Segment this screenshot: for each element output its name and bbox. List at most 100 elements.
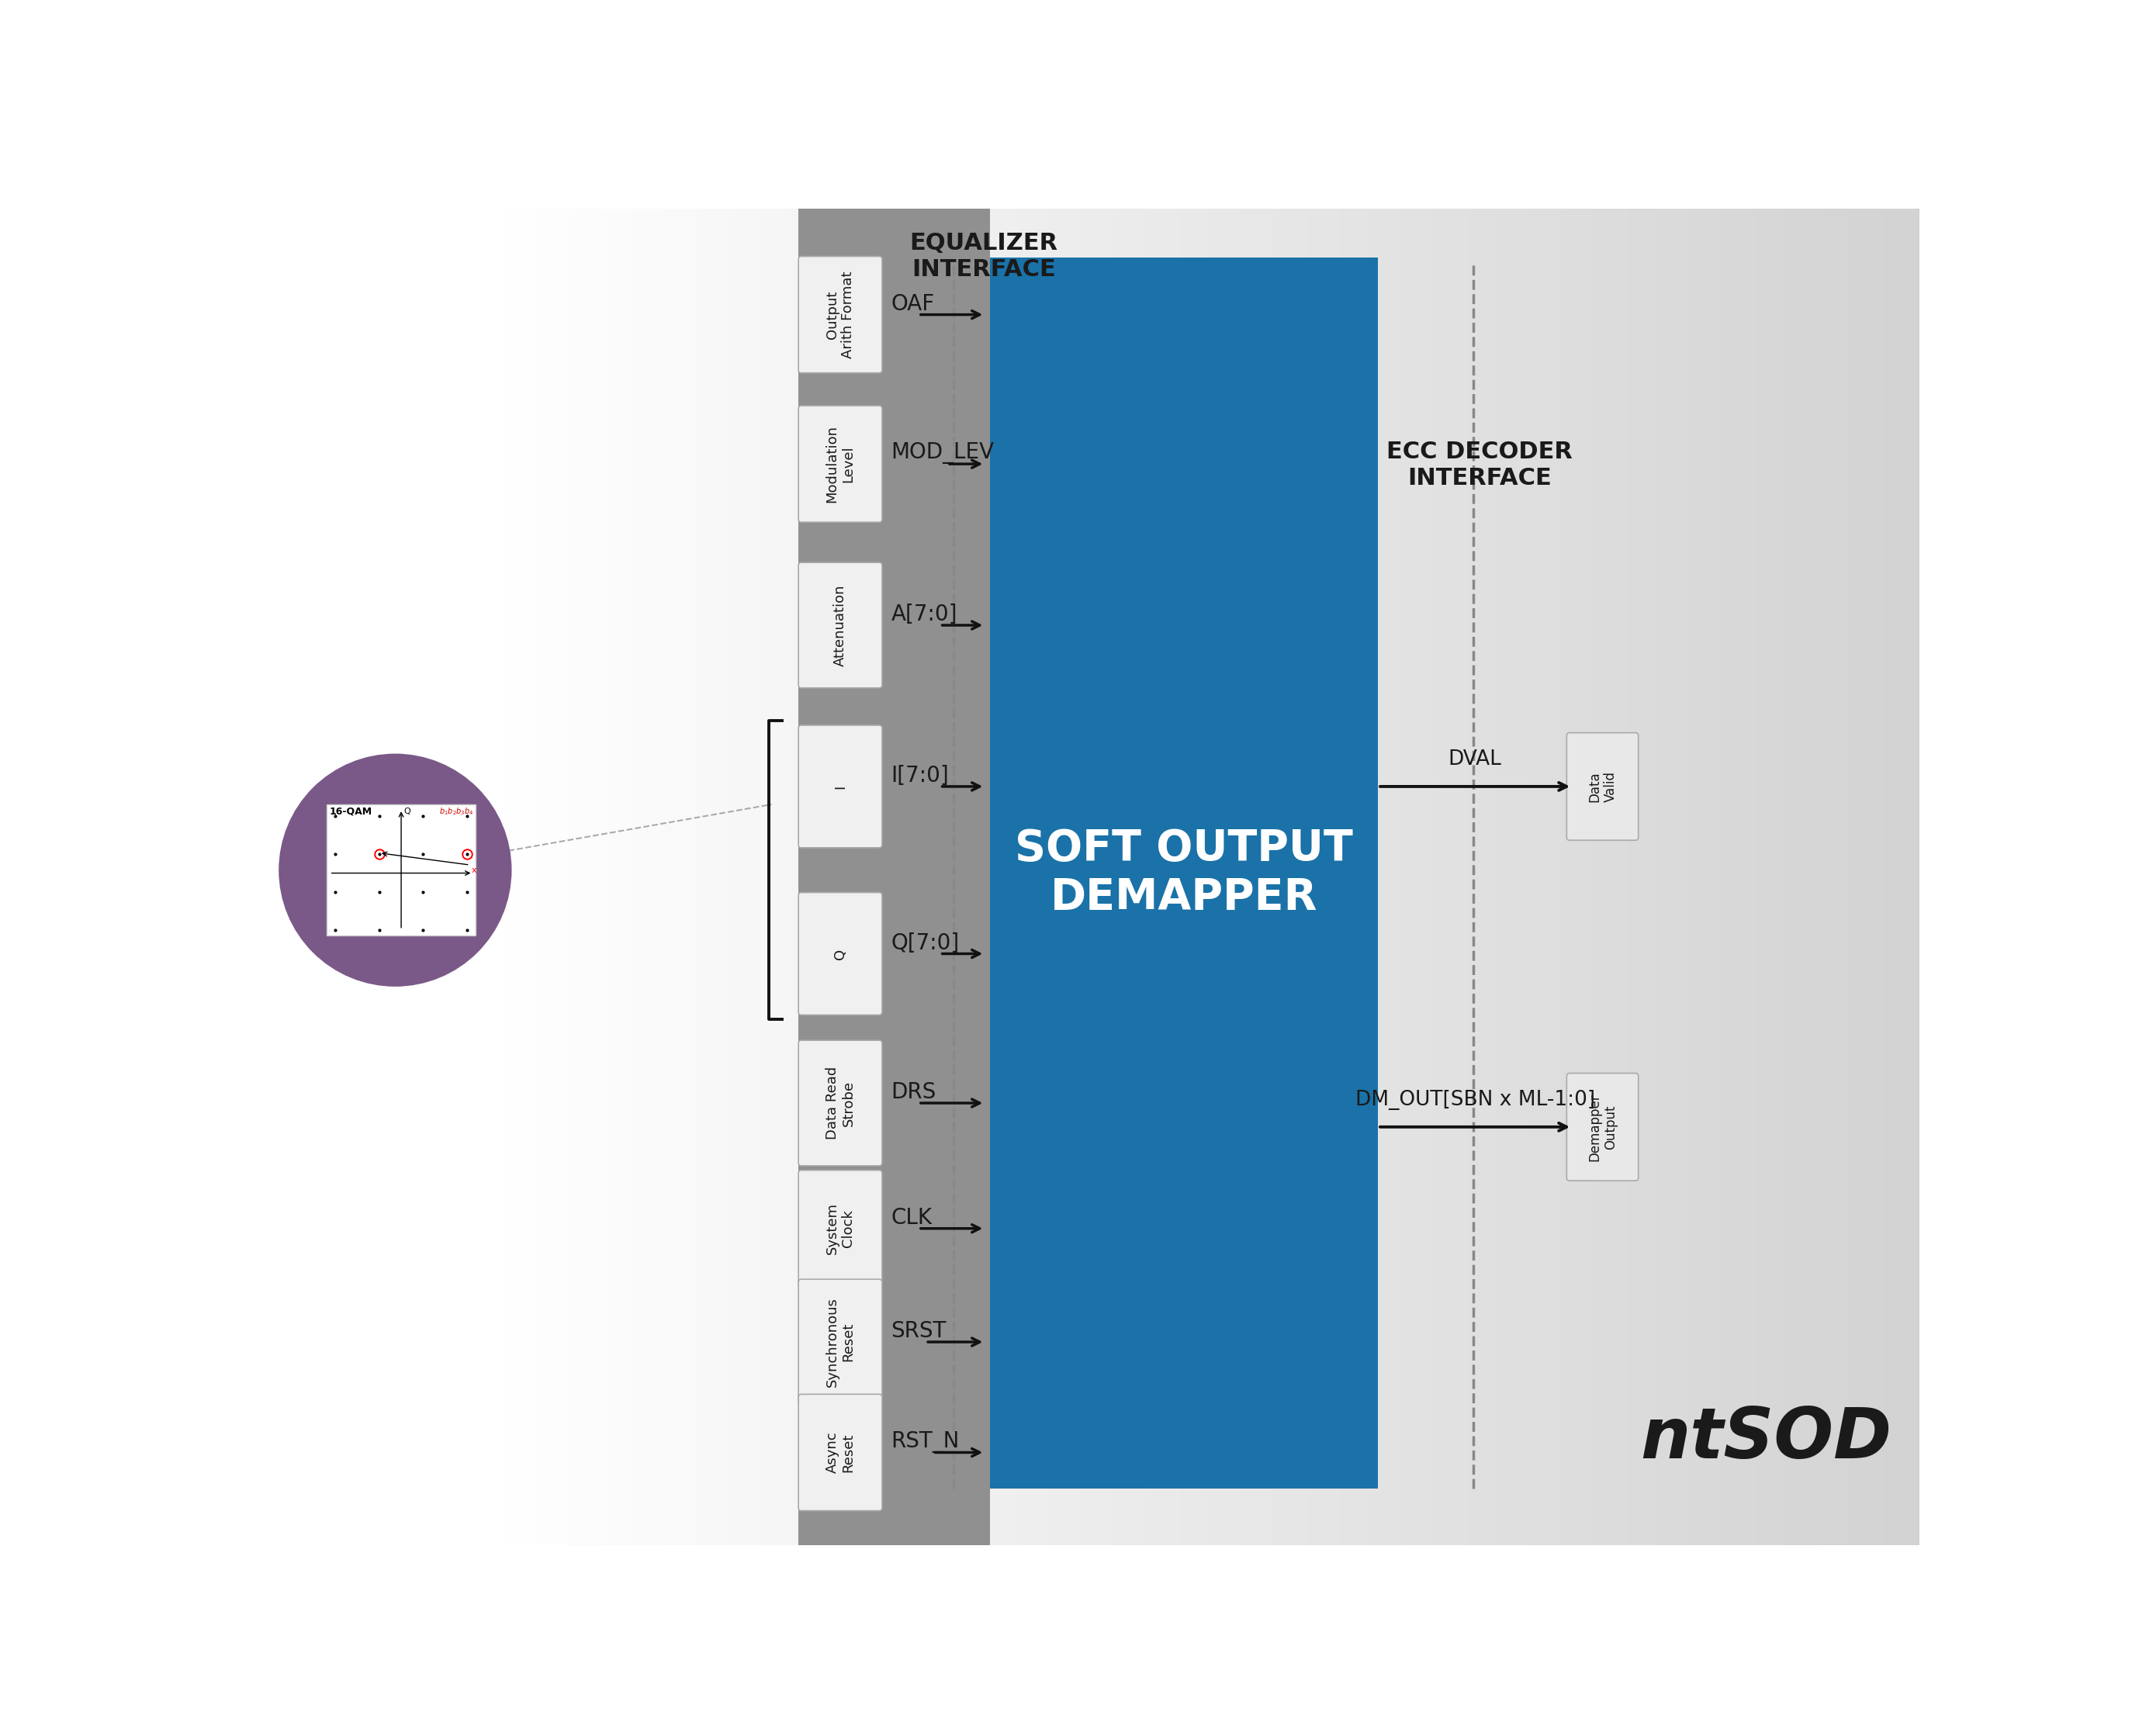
Bar [1598,208,1602,1545]
Bar [1842,208,1846,1545]
Text: x: x [473,866,477,873]
Text: A[7:0]: A[7:0] [892,604,958,625]
Bar [494,208,498,1545]
FancyBboxPatch shape [1566,1073,1638,1180]
Bar [1027,208,1031,1545]
Bar [1125,208,1129,1545]
Bar [986,208,988,1545]
Text: Q: Q [404,807,411,816]
Bar [631,208,635,1545]
Text: $b_1b_2b_3b_4$: $b_1b_2b_3b_4$ [438,806,475,818]
Bar [329,208,334,1545]
Bar [421,208,426,1545]
Text: Attenuation: Attenuation [834,585,847,667]
Bar [1161,208,1166,1545]
Bar [1850,208,1855,1545]
Bar [930,208,935,1545]
Bar [684,208,689,1545]
Bar [1628,208,1632,1545]
Text: SOFT OUTPUT
DEMAPPER: SOFT OUTPUT DEMAPPER [1014,828,1352,918]
Bar [1825,208,1829,1545]
Bar [1557,208,1561,1545]
Bar [886,208,890,1545]
Bar [1422,208,1425,1545]
Bar [1211,208,1215,1545]
Bar [659,208,663,1545]
Bar [1792,208,1797,1545]
Bar [1414,208,1418,1545]
Bar [1647,208,1651,1545]
Bar [1686,208,1690,1545]
Bar [323,208,327,1545]
Bar [573,208,578,1545]
Bar [1042,208,1046,1545]
Bar [347,208,351,1545]
Bar [1788,208,1792,1545]
Bar [1330,208,1335,1545]
Bar [434,208,436,1545]
Bar [1268,208,1273,1545]
Bar [1388,208,1392,1545]
Bar [1228,208,1232,1545]
Bar [1206,208,1211,1545]
Bar [1157,208,1161,1545]
Bar [796,208,800,1545]
Bar [836,208,841,1545]
Bar [627,208,631,1545]
Bar [1429,208,1433,1545]
Bar [1315,208,1318,1545]
Bar [560,208,565,1545]
Bar [1846,208,1850,1545]
Bar [1010,208,1014,1545]
Bar [1191,208,1196,1545]
Text: Data
Valid: Data Valid [1587,771,1617,802]
Bar [528,208,533,1545]
Bar [1619,208,1624,1545]
Bar [569,208,573,1545]
Bar [1153,208,1157,1545]
FancyBboxPatch shape [798,1170,881,1286]
Bar [396,208,400,1545]
Bar [1812,208,1816,1545]
Bar [1694,208,1698,1545]
Bar [845,208,849,1545]
Bar [915,208,920,1545]
Bar [364,208,368,1545]
Bar [483,208,488,1545]
Bar [372,208,376,1545]
Bar [1348,208,1352,1545]
Bar [1117,208,1121,1545]
Bar [1660,208,1664,1545]
Bar [605,208,610,1545]
Bar [721,208,725,1545]
Bar [1360,208,1365,1545]
Bar [351,208,355,1545]
Bar [1260,208,1264,1545]
Bar [1022,208,1027,1545]
Bar [1540,208,1544,1545]
Bar [1104,208,1108,1545]
Bar [1253,208,1258,1545]
Bar [1583,208,1587,1545]
Bar [1641,208,1645,1545]
Bar [1801,208,1805,1545]
Bar [1166,208,1170,1545]
Bar [1040,208,1042,1545]
Bar [1472,208,1476,1545]
Bar [475,208,479,1545]
Bar [293,208,297,1545]
Bar [1536,208,1540,1545]
Bar [907,208,911,1545]
Bar [1335,208,1339,1545]
Bar [314,208,319,1545]
Bar [1046,208,1050,1545]
Bar [1215,208,1219,1545]
Bar [813,208,817,1545]
Bar [1204,208,1206,1545]
Bar [1677,208,1681,1545]
Bar [582,208,586,1545]
Bar [479,208,483,1545]
Bar [1701,208,1705,1545]
Bar [657,208,659,1545]
Text: I[7:0]: I[7:0] [892,766,950,786]
